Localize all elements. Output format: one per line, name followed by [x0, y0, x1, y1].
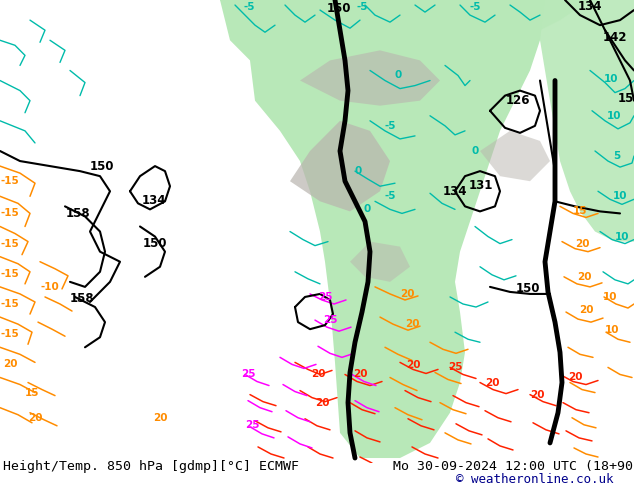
Text: 150: 150 [143, 237, 167, 250]
Text: 0: 0 [363, 204, 371, 215]
Text: 134: 134 [142, 194, 166, 207]
Text: -15: -15 [1, 208, 20, 219]
Text: 10: 10 [605, 325, 619, 335]
Text: 10: 10 [603, 292, 618, 302]
Text: 20: 20 [579, 305, 593, 315]
Text: © weatheronline.co.uk: © weatheronline.co.uk [456, 473, 614, 486]
Text: Height/Temp. 850 hPa [gdmp][°C] ECMWF: Height/Temp. 850 hPa [gdmp][°C] ECMWF [3, 460, 299, 473]
Text: 0: 0 [354, 166, 361, 176]
Text: 134: 134 [443, 185, 467, 198]
Polygon shape [350, 242, 410, 282]
Polygon shape [220, 0, 330, 30]
Text: 5: 5 [613, 151, 621, 161]
Text: 20: 20 [153, 413, 167, 423]
Text: 10: 10 [604, 74, 618, 83]
Text: -5: -5 [356, 2, 368, 12]
Text: -10: -10 [41, 282, 60, 292]
Text: -15: -15 [1, 269, 20, 279]
Text: 10: 10 [615, 232, 630, 242]
Text: 15: 15 [25, 388, 39, 397]
Text: 126: 126 [506, 94, 530, 107]
Text: 150: 150 [327, 1, 351, 15]
Text: 20: 20 [568, 372, 582, 383]
Text: -15: -15 [1, 239, 20, 248]
Text: 20: 20 [530, 390, 544, 400]
Text: 134: 134 [578, 0, 602, 13]
Text: 131: 131 [469, 179, 493, 192]
Text: 20: 20 [404, 319, 419, 329]
Text: 20: 20 [353, 369, 367, 379]
Polygon shape [540, 0, 634, 242]
Text: 20: 20 [485, 377, 499, 388]
Text: 0: 0 [394, 71, 401, 80]
Text: 20: 20 [400, 289, 414, 299]
Text: 150: 150 [515, 282, 540, 295]
Polygon shape [300, 50, 440, 106]
Text: -15: -15 [1, 329, 20, 339]
Polygon shape [490, 0, 590, 30]
Text: 25: 25 [318, 292, 332, 302]
Text: 20: 20 [3, 359, 17, 369]
Polygon shape [290, 121, 390, 211]
Text: 20: 20 [577, 272, 592, 282]
Text: 20: 20 [28, 413, 42, 423]
Text: 150: 150 [618, 92, 634, 105]
Text: 158: 158 [70, 293, 94, 305]
Text: Mo 30-09-2024 12:00 UTC (18+90): Mo 30-09-2024 12:00 UTC (18+90) [393, 460, 634, 473]
Text: 0: 0 [471, 146, 479, 156]
Polygon shape [220, 0, 545, 458]
Text: 25: 25 [323, 315, 337, 325]
Text: 142: 142 [603, 31, 627, 44]
Polygon shape [480, 131, 550, 181]
Text: -15: -15 [1, 176, 20, 186]
Text: -5: -5 [384, 191, 396, 201]
Text: -5: -5 [384, 121, 396, 131]
Text: 158: 158 [66, 207, 90, 220]
Text: 10: 10 [612, 191, 627, 201]
Text: 20: 20 [311, 369, 325, 379]
Text: -15: -15 [1, 299, 20, 309]
Text: 25: 25 [448, 363, 462, 372]
Text: 20: 20 [314, 398, 329, 408]
Text: 10: 10 [607, 111, 621, 121]
Text: 25: 25 [245, 420, 259, 430]
Text: 25: 25 [241, 369, 256, 379]
Text: -5: -5 [469, 2, 481, 12]
Text: 20: 20 [406, 361, 420, 370]
Text: 15: 15 [573, 206, 587, 217]
Text: -5: -5 [243, 2, 255, 12]
Text: 20: 20 [575, 239, 589, 248]
Text: 150: 150 [90, 160, 114, 172]
